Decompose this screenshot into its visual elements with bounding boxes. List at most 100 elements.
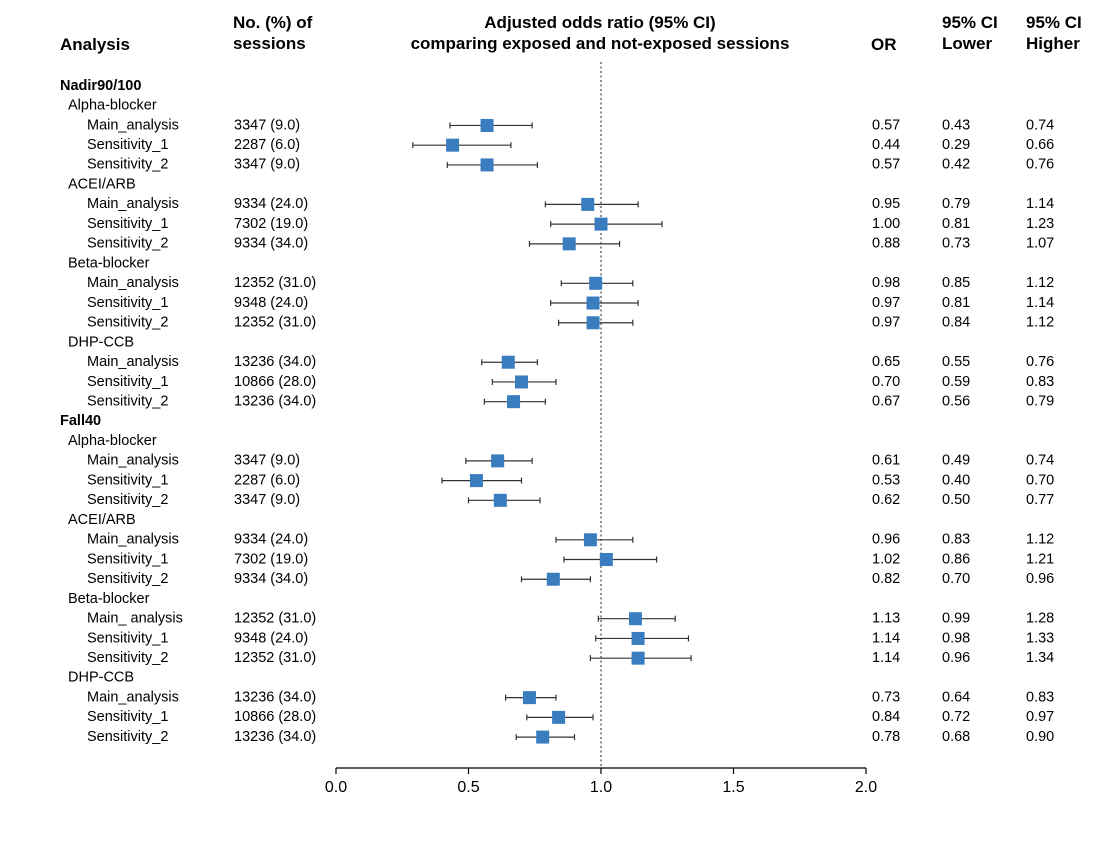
ci-lower-value: 0.85 (942, 275, 970, 291)
ci-lower-value: 0.49 (942, 453, 970, 469)
ci-lower-value: 0.50 (942, 492, 970, 508)
sessions-count: 12352 (31.0) (234, 650, 316, 666)
or-marker (586, 316, 600, 330)
or-marker (493, 493, 507, 507)
sessions-count: 2287 (6.0) (234, 137, 300, 153)
ci-lower-value: 0.81 (942, 216, 970, 232)
analysis-label: Sensitivity_2 (87, 315, 168, 331)
or-value: 0.70 (872, 374, 900, 390)
drug-label: ACEI/ARB (68, 512, 136, 528)
ci-lower-value: 0.98 (942, 630, 970, 646)
or-marker (491, 454, 505, 468)
or-value: 0.57 (872, 117, 900, 133)
ci-higher-value: 1.12 (1026, 315, 1054, 331)
sessions-count: 12352 (31.0) (234, 315, 316, 331)
drug-label: Alpha-blocker (68, 98, 157, 114)
ci-higher-value: 1.21 (1026, 551, 1054, 567)
or-value: 1.13 (872, 611, 900, 627)
sessions-header: No. (%) of sessions (233, 13, 313, 53)
or-marker (599, 553, 613, 567)
or-marker (594, 217, 608, 231)
or-marker (562, 237, 576, 251)
analysis-label: Sensitivity_2 (87, 729, 168, 745)
or-value: 0.95 (872, 196, 900, 212)
sessions-count: 13236 (34.0) (234, 354, 316, 370)
ci-higher-value: 1.07 (1026, 236, 1054, 252)
or-marker (589, 276, 603, 290)
analysis-label: Sensitivity_1 (87, 709, 168, 725)
or-marker (586, 296, 600, 310)
sessions-count: 12352 (31.0) (234, 275, 316, 291)
or-value: 0.97 (872, 315, 900, 331)
or-marker (480, 118, 494, 132)
x-tick-label: 0.5 (457, 779, 479, 796)
or-marker (583, 533, 597, 547)
or-value: 0.73 (872, 689, 900, 705)
ci-lower-value: 0.40 (942, 472, 970, 488)
sessions-count: 7302 (19.0) (234, 551, 308, 567)
ci-lower-value: 0.86 (942, 551, 970, 567)
or-value: 1.14 (872, 630, 900, 646)
ci-higher-value: 0.76 (1026, 354, 1054, 370)
or-value: 0.65 (872, 354, 900, 370)
x-tick-label: 1.0 (590, 779, 612, 796)
or-value: 1.02 (872, 551, 900, 567)
ci-higher-value: 1.23 (1026, 216, 1054, 232)
ci-lower-value: 0.83 (942, 532, 970, 548)
ci-higher-value: 1.34 (1026, 650, 1054, 666)
sessions-count: 9348 (24.0) (234, 295, 308, 311)
ci-lower-value: 0.81 (942, 295, 970, 311)
sessions-count: 13236 (34.0) (234, 729, 316, 745)
ci-higher-value: 0.70 (1026, 472, 1054, 488)
or-value: 0.88 (872, 236, 900, 252)
analysis-label: Sensitivity_1 (87, 216, 168, 232)
x-axis: 0.0 0.5 1.0 1.5 2.0 (325, 767, 877, 796)
or-marker (631, 651, 645, 665)
analysis-label: Sensitivity_2 (87, 157, 168, 173)
or-value: 0.67 (872, 394, 900, 410)
ci-higher-value: 0.83 (1026, 689, 1054, 705)
group-label: Nadir90/100 (60, 78, 141, 94)
analysis-label: Main_analysis (87, 196, 179, 212)
ci-lower-value: 0.29 (942, 137, 970, 153)
analysis-label: Sensitivity_1 (87, 551, 168, 567)
analysis-label: Sensitivity_1 (87, 137, 168, 153)
or-marker (552, 710, 566, 724)
ci-lower-value: 0.42 (942, 157, 970, 173)
or-marker (522, 691, 536, 705)
ci-higher-value: 0.74 (1026, 453, 1054, 469)
ci-higher-value: 0.90 (1026, 729, 1054, 745)
drug-label: DHP-CCB (68, 334, 134, 350)
ci-higher-value: 0.74 (1026, 117, 1054, 133)
sessions-count: 3347 (9.0) (234, 453, 300, 469)
x-tick-label: 2.0 (855, 779, 877, 796)
ci-lower-value: 0.64 (942, 689, 970, 705)
group-label: Fall40 (60, 413, 101, 429)
rows-layer: Nadir90/100 Alpha-blocker Main_analysis 334… (60, 62, 1054, 768)
drug-label: DHP-CCB (68, 670, 134, 686)
ci-lower-value: 0.84 (942, 315, 970, 331)
ci-lower-value: 0.59 (942, 374, 970, 390)
or-header: OR (871, 35, 897, 54)
or-value: 0.44 (872, 137, 900, 153)
sessions-count: 9334 (34.0) (234, 571, 308, 587)
analysis-label: Main_analysis (87, 275, 179, 291)
or-marker (631, 631, 645, 645)
analysis-label: Main_ analysis (87, 611, 183, 627)
ci-higher-value: 0.79 (1026, 394, 1054, 410)
analysis-label: Main_analysis (87, 689, 179, 705)
ci-higher-value: 0.77 (1026, 492, 1054, 508)
ci-higher-value: 1.12 (1026, 275, 1054, 291)
ci-higher-value: 1.12 (1026, 532, 1054, 548)
or-marker (480, 158, 494, 172)
sessions-count: 10866 (28.0) (234, 709, 316, 725)
or-marker (446, 138, 460, 152)
ci-lower-value: 0.56 (942, 394, 970, 410)
or-value: 0.53 (872, 472, 900, 488)
ci-lower-value: 0.70 (942, 571, 970, 587)
ci-higher-value: 0.76 (1026, 157, 1054, 173)
ci-lower-header: 95% CI Lower (942, 13, 998, 53)
ci-lower-value: 0.73 (942, 236, 970, 252)
or-value: 0.84 (872, 709, 900, 725)
